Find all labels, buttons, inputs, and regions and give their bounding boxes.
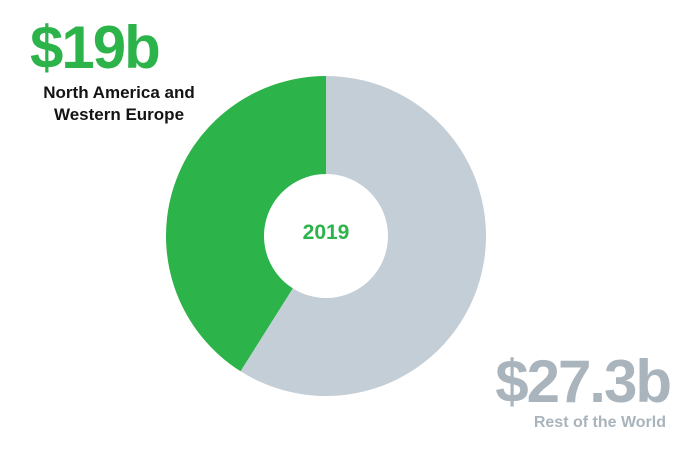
donut-center-year-label: 2019 (302, 221, 350, 244)
north-america-western-europe-value: $19b (30, 14, 161, 81)
donut-slices (166, 76, 486, 396)
slice-north-america-western-europe (166, 76, 326, 372)
north-america-western-europe-label: North America and Western Europe (43, 83, 195, 125)
slice-rest-of-world (240, 76, 486, 396)
rest-of-world-value: $27.3b (495, 348, 672, 415)
rest-of-world-label: Rest of the World (533, 414, 666, 431)
